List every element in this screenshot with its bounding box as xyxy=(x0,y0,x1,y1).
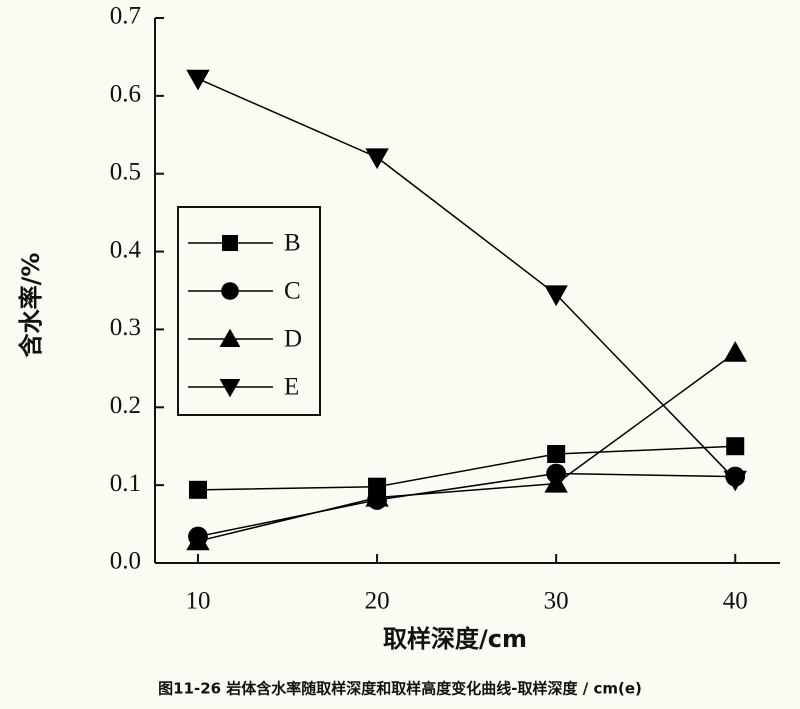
legend-marker xyxy=(221,282,239,300)
data-point xyxy=(544,285,568,307)
y-tick-label: 0.1 xyxy=(110,470,141,497)
y-tick-label: 0.6 xyxy=(110,81,141,108)
data-point xyxy=(723,341,747,362)
legend-label: B xyxy=(284,230,301,257)
legend-box xyxy=(177,206,321,416)
data-point xyxy=(188,480,207,499)
caption: 图11-26 岩体含水率随取样深度和取样高度变化曲线-取样深度 / cm(e) xyxy=(158,680,642,698)
legend-marker xyxy=(219,379,241,398)
y-tick-label: 0.4 xyxy=(110,236,142,263)
x-tick-label: 30 xyxy=(544,588,569,615)
legend-label: D xyxy=(284,326,302,353)
data-point xyxy=(186,69,210,91)
data-point xyxy=(365,485,389,507)
y-tick-label: 0.3 xyxy=(110,314,141,341)
data-point xyxy=(544,471,568,493)
data-point xyxy=(186,529,210,551)
x-tick-label: 10 xyxy=(185,588,210,615)
data-point xyxy=(365,148,389,170)
data-point xyxy=(726,437,745,456)
legend-label: C xyxy=(284,278,301,305)
y-tick-label: 0.7 xyxy=(110,3,141,30)
x-axis-label: 取样深度/cm xyxy=(383,625,527,653)
x-tick-label: 40 xyxy=(723,588,748,615)
series-line xyxy=(197,78,736,481)
series-line xyxy=(197,445,736,491)
legend-marker xyxy=(222,235,238,251)
y-axis-label: 含水率/% xyxy=(17,253,45,358)
legend-marker xyxy=(219,328,241,347)
y-tick-label: 0.2 xyxy=(110,392,141,419)
series-line xyxy=(197,472,736,538)
data-point xyxy=(547,445,566,463)
data-point xyxy=(723,470,747,492)
y-tick-label: 0.5 xyxy=(110,158,141,185)
series-line xyxy=(197,352,736,542)
legend-label: E xyxy=(284,374,299,401)
x-tick-label: 20 xyxy=(365,588,390,615)
y-tick-label: 0.0 xyxy=(110,548,141,575)
